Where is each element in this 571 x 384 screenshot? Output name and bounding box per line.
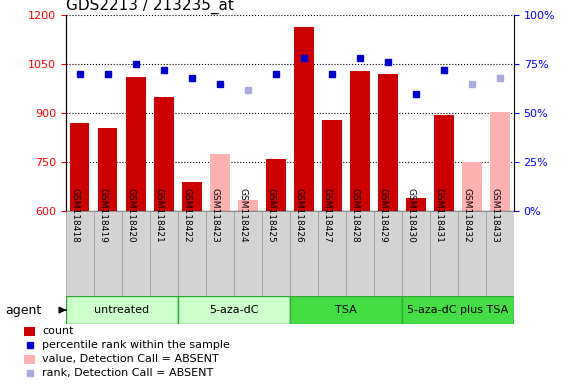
- Text: GSM118419: GSM118419: [99, 188, 108, 243]
- Text: GSM118425: GSM118425: [267, 188, 276, 243]
- Text: TSA: TSA: [335, 305, 357, 315]
- Text: percentile rank within the sample: percentile rank within the sample: [42, 340, 230, 350]
- Bar: [234, 211, 262, 296]
- Text: GSM118421: GSM118421: [155, 188, 164, 243]
- Bar: [98, 128, 118, 211]
- Bar: [210, 154, 230, 211]
- Text: GSM118418: GSM118418: [71, 188, 80, 243]
- Text: value, Detection Call = ABSENT: value, Detection Call = ABSENT: [42, 354, 219, 364]
- Text: GSM118422: GSM118422: [183, 188, 192, 243]
- Bar: [122, 211, 150, 296]
- Text: GSM118426: GSM118426: [295, 188, 304, 243]
- Bar: [154, 97, 174, 211]
- Bar: [346, 211, 374, 296]
- Bar: [206, 211, 234, 296]
- Bar: [290, 211, 318, 296]
- Text: GSM118428: GSM118428: [351, 188, 360, 243]
- Bar: [490, 112, 510, 211]
- Text: count: count: [42, 326, 74, 336]
- Bar: [402, 296, 514, 324]
- Text: GSM118433: GSM118433: [491, 188, 500, 243]
- Text: 5-aza-dC: 5-aza-dC: [209, 305, 259, 315]
- Bar: [322, 120, 341, 211]
- Bar: [318, 211, 346, 296]
- Bar: [24, 355, 35, 364]
- Bar: [486, 211, 514, 296]
- Text: GSM118424: GSM118424: [239, 188, 248, 243]
- Text: GDS2213 / 213235_at: GDS2213 / 213235_at: [66, 0, 234, 14]
- Text: GSM118429: GSM118429: [379, 188, 388, 243]
- Bar: [238, 200, 258, 211]
- Bar: [434, 115, 454, 211]
- Bar: [150, 211, 178, 296]
- Bar: [66, 211, 94, 296]
- Bar: [430, 211, 458, 296]
- Bar: [462, 162, 482, 211]
- Text: GSM118427: GSM118427: [323, 188, 332, 243]
- Bar: [406, 198, 425, 211]
- Bar: [126, 78, 146, 211]
- Text: GSM118423: GSM118423: [211, 188, 220, 243]
- Text: rank, Detection Call = ABSENT: rank, Detection Call = ABSENT: [42, 368, 213, 378]
- Text: 5-aza-dC plus TSA: 5-aza-dC plus TSA: [407, 305, 509, 315]
- Text: GSM118432: GSM118432: [463, 188, 472, 243]
- Bar: [458, 211, 486, 296]
- Text: GSM118430: GSM118430: [407, 188, 416, 243]
- Text: GSM118431: GSM118431: [435, 188, 444, 243]
- Bar: [266, 159, 286, 211]
- Bar: [66, 296, 178, 324]
- Bar: [402, 211, 430, 296]
- Bar: [290, 296, 402, 324]
- Bar: [378, 74, 397, 211]
- Bar: [350, 71, 369, 211]
- Bar: [294, 27, 313, 211]
- Bar: [374, 211, 402, 296]
- Bar: [182, 182, 202, 211]
- Bar: [178, 296, 289, 324]
- Text: agent: agent: [6, 304, 42, 316]
- Text: untreated: untreated: [94, 305, 149, 315]
- Bar: [24, 327, 35, 336]
- Text: GSM118420: GSM118420: [127, 188, 136, 243]
- Bar: [94, 211, 122, 296]
- Bar: [262, 211, 289, 296]
- Bar: [70, 123, 90, 211]
- Bar: [178, 211, 206, 296]
